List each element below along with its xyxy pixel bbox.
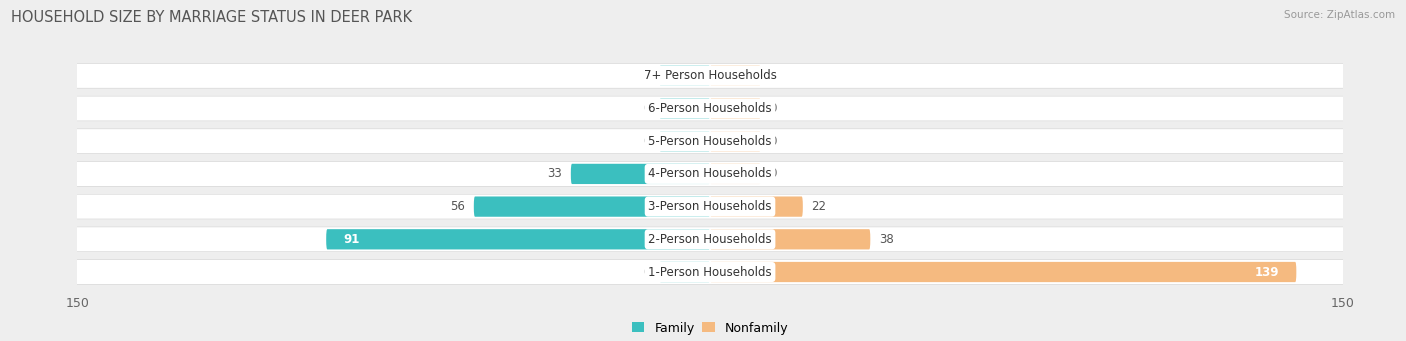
Text: 0: 0 <box>769 69 776 82</box>
FancyBboxPatch shape <box>474 196 710 217</box>
FancyBboxPatch shape <box>76 194 1346 219</box>
FancyBboxPatch shape <box>326 229 710 250</box>
Text: 0: 0 <box>769 102 776 115</box>
FancyBboxPatch shape <box>710 196 803 217</box>
Text: 1-Person Households: 1-Person Households <box>648 266 772 279</box>
FancyBboxPatch shape <box>76 162 1346 186</box>
FancyBboxPatch shape <box>710 98 761 119</box>
Legend: Family, Nonfamily: Family, Nonfamily <box>627 316 793 340</box>
FancyBboxPatch shape <box>76 96 1346 121</box>
Text: 91: 91 <box>343 233 360 246</box>
Text: 0: 0 <box>644 69 651 82</box>
FancyBboxPatch shape <box>76 129 1346 153</box>
FancyBboxPatch shape <box>659 131 710 151</box>
FancyBboxPatch shape <box>76 227 1346 251</box>
Text: 3-Person Households: 3-Person Households <box>648 200 772 213</box>
Text: 0: 0 <box>644 102 651 115</box>
FancyBboxPatch shape <box>571 164 710 184</box>
FancyBboxPatch shape <box>76 161 1346 187</box>
FancyBboxPatch shape <box>710 131 761 151</box>
Text: 0: 0 <box>644 135 651 148</box>
FancyBboxPatch shape <box>76 260 1346 285</box>
Text: 38: 38 <box>879 233 893 246</box>
Text: 0: 0 <box>769 167 776 180</box>
Text: 4-Person Households: 4-Person Households <box>648 167 772 180</box>
FancyBboxPatch shape <box>659 66 710 86</box>
Text: 0: 0 <box>644 266 651 279</box>
FancyBboxPatch shape <box>659 262 710 282</box>
FancyBboxPatch shape <box>76 64 1346 88</box>
Text: 22: 22 <box>811 200 827 213</box>
FancyBboxPatch shape <box>76 227 1346 252</box>
FancyBboxPatch shape <box>659 98 710 119</box>
Text: 33: 33 <box>548 167 562 180</box>
Text: 2-Person Households: 2-Person Households <box>648 233 772 246</box>
FancyBboxPatch shape <box>710 229 870 250</box>
Text: 139: 139 <box>1256 266 1279 279</box>
FancyBboxPatch shape <box>76 194 1346 219</box>
Text: 56: 56 <box>450 200 465 213</box>
Text: Source: ZipAtlas.com: Source: ZipAtlas.com <box>1284 10 1395 20</box>
Text: 5-Person Households: 5-Person Households <box>648 135 772 148</box>
FancyBboxPatch shape <box>76 260 1346 284</box>
FancyBboxPatch shape <box>710 164 761 184</box>
FancyBboxPatch shape <box>76 63 1346 88</box>
Text: 7+ Person Households: 7+ Person Households <box>644 69 776 82</box>
FancyBboxPatch shape <box>710 66 761 86</box>
FancyBboxPatch shape <box>710 262 1296 282</box>
Text: 0: 0 <box>769 135 776 148</box>
Text: HOUSEHOLD SIZE BY MARRIAGE STATUS IN DEER PARK: HOUSEHOLD SIZE BY MARRIAGE STATUS IN DEE… <box>11 10 412 25</box>
FancyBboxPatch shape <box>76 129 1346 154</box>
Text: 6-Person Households: 6-Person Households <box>648 102 772 115</box>
FancyBboxPatch shape <box>76 97 1346 121</box>
